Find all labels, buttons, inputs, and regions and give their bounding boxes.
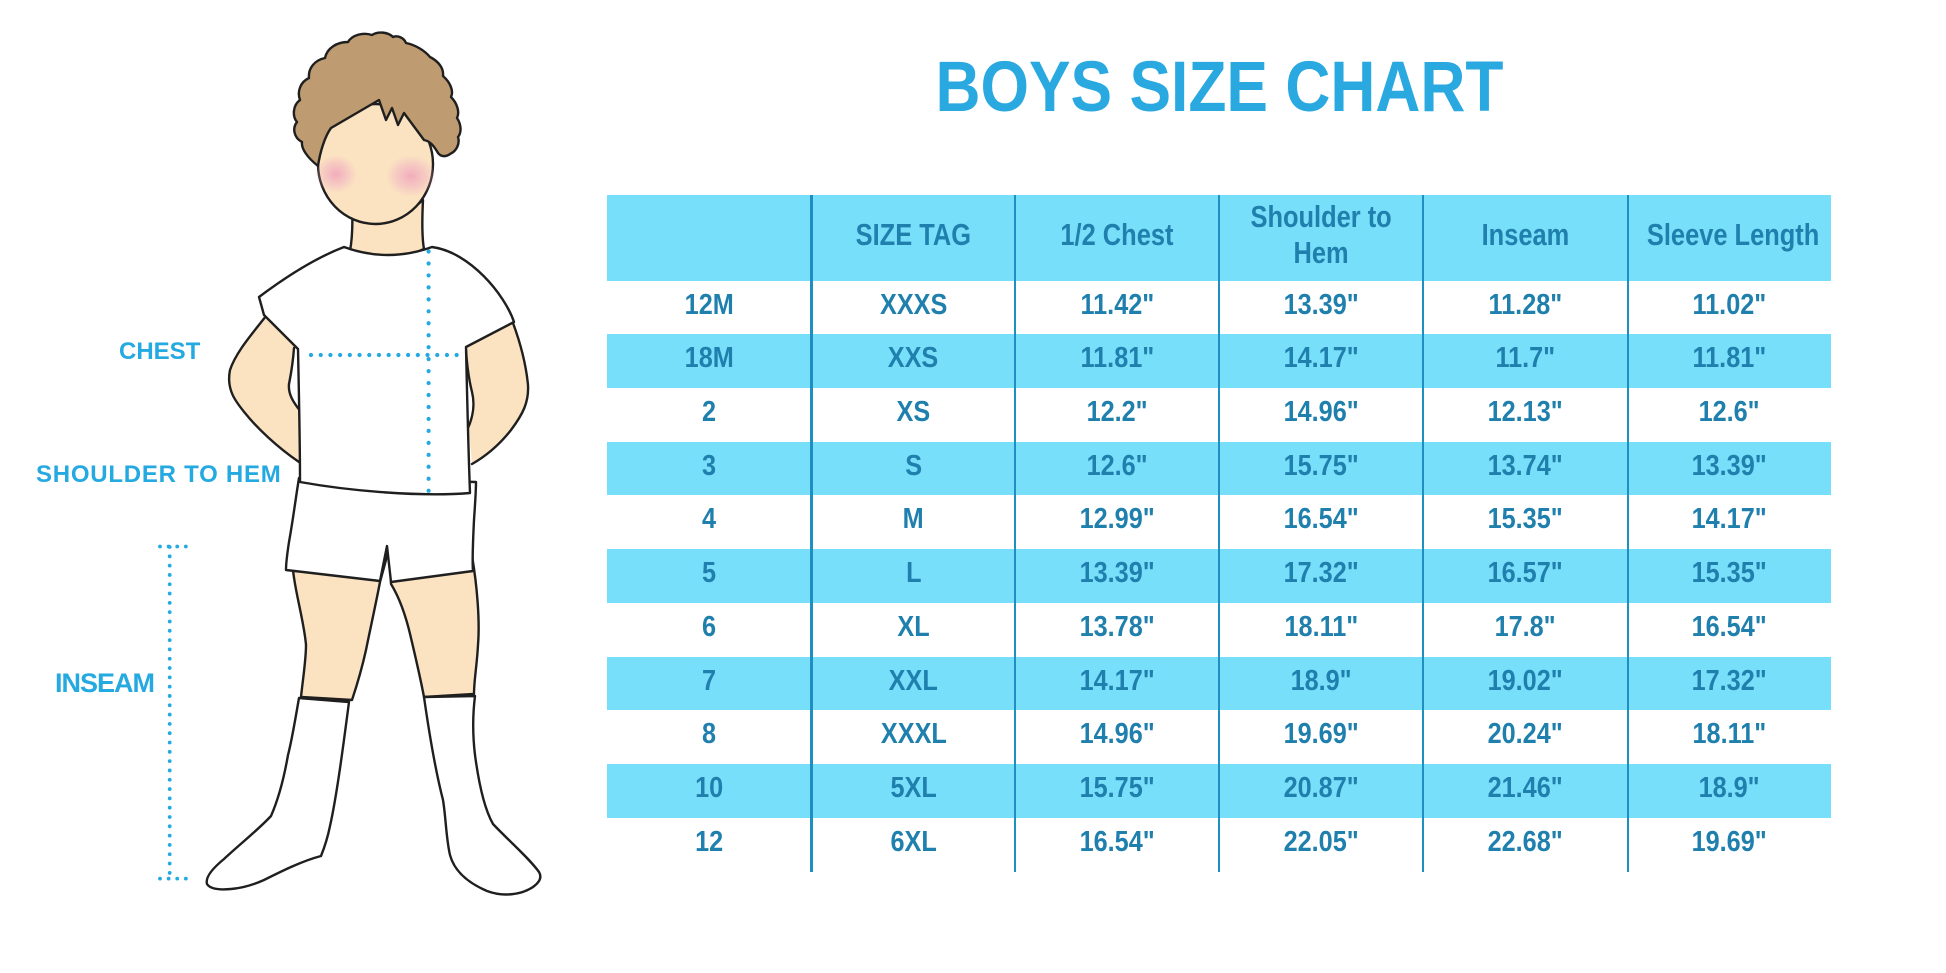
svg-text:INSEAM: INSEAM xyxy=(55,668,154,698)
svg-text:CHEST: CHEST xyxy=(119,338,201,365)
svg-text:SHOULDER TO HEM: SHOULDER TO HEM xyxy=(36,461,281,488)
